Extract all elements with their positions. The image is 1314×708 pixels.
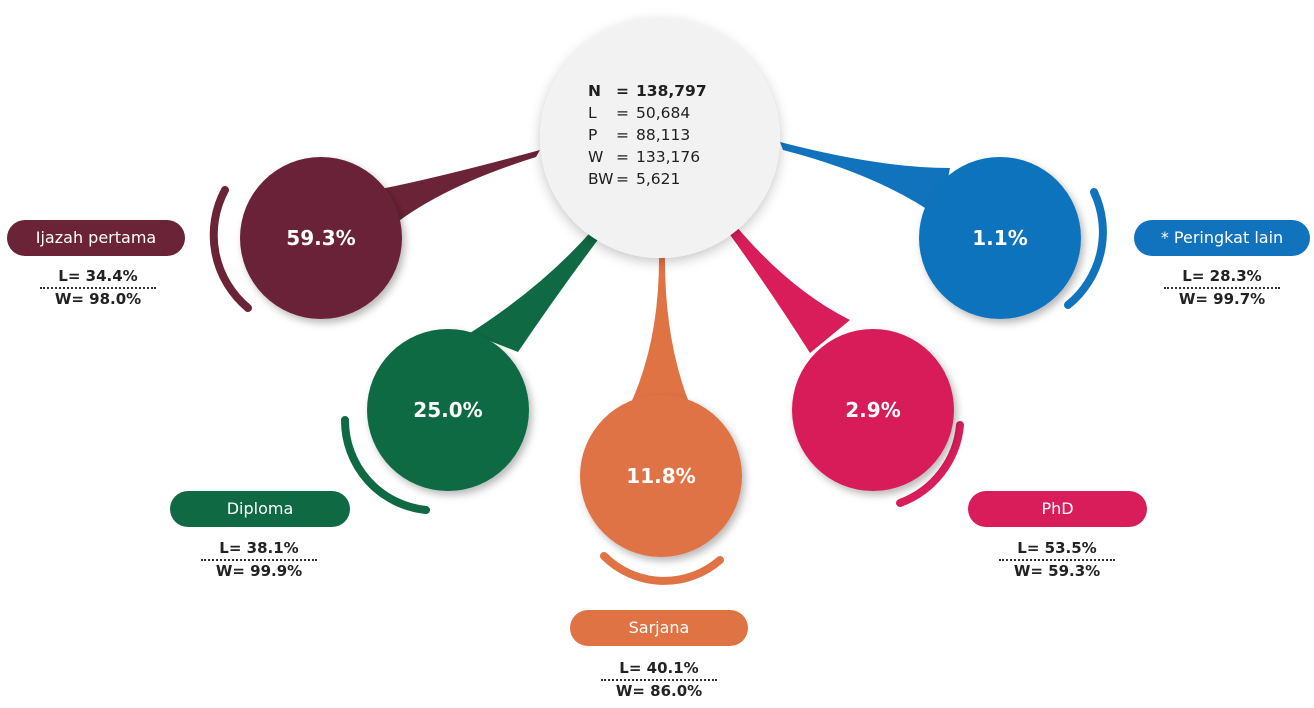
- connector-phd: [728, 226, 850, 353]
- stat-key: W: [588, 148, 604, 166]
- lw-stats-sarjana: L= 40.1% W= 86.0%: [579, 658, 739, 702]
- stat-key: P: [588, 126, 598, 144]
- lw-stats-diploma: L= 38.1% W= 99.9%: [179, 538, 339, 582]
- stat-value: 138,797: [636, 82, 707, 100]
- label-ijazah-pertama: Ijazah pertama: [7, 220, 185, 256]
- label-phd: PhD: [968, 491, 1147, 527]
- w-value: W= 99.9%: [215, 562, 303, 580]
- w-value: W= 99.7%: [1178, 290, 1266, 308]
- summary-stats: N = 138,797 L = 50,684 P = 88,113 W = 13…: [588, 80, 748, 190]
- bubble-ijazah-pertama: [240, 157, 402, 319]
- bubble-value-sarjana: 11.8%: [626, 464, 696, 488]
- w-value: W= 86.0%: [615, 682, 703, 700]
- bubble-value-diploma: 25.0%: [413, 398, 483, 422]
- stat-value: 88,113: [636, 126, 691, 144]
- dotted-divider: [999, 559, 1115, 561]
- stat-row-n: N = 138,797: [588, 80, 748, 102]
- connector-sarjana: [630, 253, 690, 405]
- equals-sign: =: [616, 104, 629, 122]
- arc-peringkat-lain: [1064, 188, 1107, 309]
- equals-sign: =: [616, 126, 629, 144]
- bubble-diploma: [367, 329, 529, 491]
- stat-key: L: [588, 104, 597, 122]
- w-value: W= 59.3%: [1013, 562, 1101, 580]
- center-circle: [540, 18, 780, 258]
- dotted-divider: [40, 287, 156, 289]
- bubble-value-peringkat-lain: 1.1%: [972, 226, 1028, 250]
- lw-stats-peringkat-lain: L= 28.3% W= 99.7%: [1142, 266, 1302, 310]
- stat-row-p: P = 88,113: [588, 124, 748, 146]
- l-value: L= 34.4%: [58, 267, 138, 285]
- dotted-divider: [601, 679, 717, 681]
- stat-value: 133,176: [636, 148, 701, 166]
- equals-sign: =: [616, 148, 629, 166]
- bubble-phd: [792, 329, 954, 491]
- stat-key: N: [588, 82, 601, 100]
- stat-row-l: L = 50,684: [588, 102, 748, 124]
- bubble-value-phd: 2.9%: [845, 398, 901, 422]
- l-value: L= 28.3%: [1182, 267, 1262, 285]
- connector-diploma: [470, 227, 603, 352]
- bubble-peringkat-lain: [919, 157, 1081, 319]
- arc-diploma: [340, 416, 430, 514]
- l-value: L= 53.5%: [1017, 539, 1097, 557]
- label-peringkat-lain: * Peringkat lain: [1134, 220, 1310, 256]
- dotted-divider: [1164, 287, 1280, 289]
- equals-sign: =: [616, 82, 629, 100]
- label-sarjana: Sarjana: [570, 610, 748, 646]
- stat-value: 5,621: [636, 170, 681, 188]
- stat-key: BW: [588, 170, 614, 188]
- arc-ijazah-pertama: [209, 186, 252, 312]
- arc-phd: [896, 421, 964, 507]
- bubble-sarjana: [580, 395, 742, 557]
- stat-row-bw: BW = 5,621: [588, 168, 748, 190]
- bubble-value-ijazah-pertama: 59.3%: [286, 226, 356, 250]
- stat-value: 50,684: [636, 104, 691, 122]
- lw-stats-ijazah-pertama: L= 34.4% W= 98.0%: [18, 266, 178, 310]
- label-diploma: Diploma: [170, 491, 350, 527]
- l-value: L= 40.1%: [619, 659, 699, 677]
- stat-row-w: W = 133,176: [588, 146, 748, 168]
- arc-sarjana: [600, 552, 724, 585]
- lw-stats-phd: L= 53.5% W= 59.3%: [977, 538, 1137, 582]
- connector-peringkat-lain: [780, 142, 950, 218]
- equals-sign: =: [616, 170, 629, 188]
- l-value: L= 38.1%: [219, 539, 299, 557]
- w-value: W= 98.0%: [54, 290, 142, 308]
- dotted-divider: [201, 559, 317, 561]
